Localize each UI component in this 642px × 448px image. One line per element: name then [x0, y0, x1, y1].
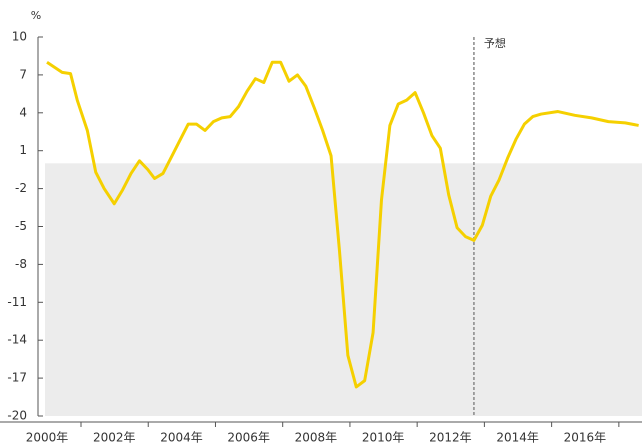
x-tick-label: 2016年 [564, 431, 607, 445]
x-tick-label: 2004年 [160, 431, 203, 445]
y-tick-label: -14 [7, 333, 27, 347]
y-tick-label: -5 [15, 219, 27, 233]
data-line [46, 60, 639, 389]
y-tick-label: -20 [7, 409, 27, 423]
x-tick-label: 2000年 [26, 431, 69, 445]
y-tick-label: 1 [19, 143, 27, 157]
x-tick-label: 2014年 [496, 431, 539, 445]
y-unit: % [31, 9, 41, 22]
x-tick-label: 2002年 [93, 431, 136, 445]
y-tick-label: -11 [7, 295, 27, 309]
y-tick-label: -2 [15, 181, 27, 195]
y-tick-label: 7 [19, 67, 27, 81]
x-tick-label: 2006年 [227, 431, 270, 445]
y-tick-label: -8 [15, 257, 27, 271]
x-tick-label: 2008年 [295, 431, 338, 445]
y-tick-label: 10 [12, 30, 27, 44]
y-tick-label: -17 [7, 371, 27, 385]
annotation: 予想 [484, 36, 506, 50]
x-tick-label: 2010年 [362, 431, 405, 445]
y-tick-label: 4 [19, 105, 27, 119]
x-tick-label: 2012年 [429, 431, 472, 445]
